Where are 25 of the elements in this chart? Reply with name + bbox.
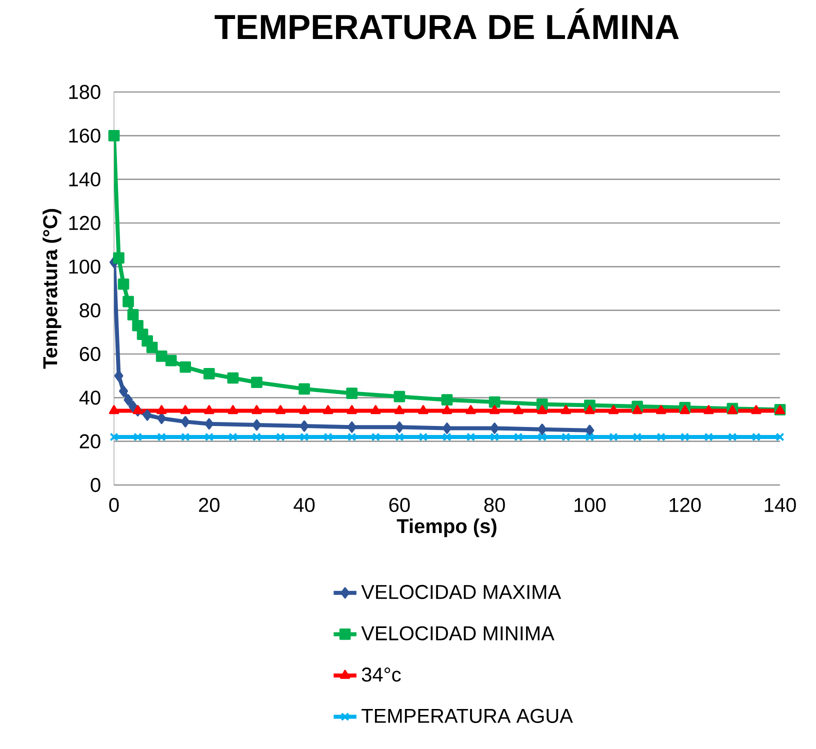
y-tick-label: 0 <box>90 478 100 492</box>
legend-label: VELOCIDAD MAXIMA <box>361 584 562 600</box>
y-tick-label: 180 <box>69 84 100 100</box>
y-tick-label: 140 <box>69 172 100 186</box>
x-tick-label: 40 <box>294 498 315 512</box>
x-tick-label: 0 <box>109 498 119 512</box>
x-axis-title: Tiempo (s) <box>396 518 496 538</box>
x-tick-label: 60 <box>389 498 410 512</box>
x-tick-label: 100 <box>574 498 606 512</box>
x-tick-label: 120 <box>670 498 701 512</box>
x-tick-label: 80 <box>484 498 505 512</box>
y-tick-label: 100 <box>69 260 100 274</box>
y-tick-label: 60 <box>80 346 100 362</box>
y-tick-label: 20 <box>80 434 100 448</box>
y-tick-label: 80 <box>80 303 100 318</box>
x-tick-label: 20 <box>199 498 220 512</box>
legend-label: VELOCIDAD MINIMA <box>361 626 554 640</box>
legend-label: 34°c <box>362 668 401 682</box>
y-tick-label: 40 <box>79 390 100 405</box>
y-tick-label: 160 <box>69 128 100 143</box>
x-tick-label: 140 <box>764 498 796 512</box>
legend-label: TEMPERATURA AGUA <box>362 708 573 723</box>
chart-title: TEMPERATURA DE LÁMINA <box>214 8 679 40</box>
y-tick-label: 120 <box>69 216 100 230</box>
y-axis-title: Temperatura (°C) <box>42 209 62 369</box>
